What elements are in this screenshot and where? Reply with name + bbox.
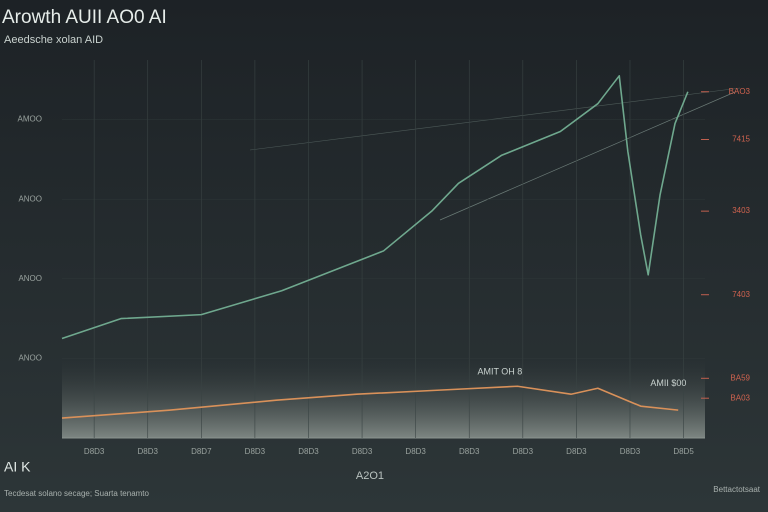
x-tick-label: D8D3	[138, 447, 159, 456]
y-tick-label: ANOO	[18, 194, 42, 203]
y-tick-label: ANOO	[18, 274, 42, 283]
series-line	[61, 75, 689, 340]
trend-line	[249, 87, 741, 151]
series-line	[61, 385, 679, 419]
x-tick-label: D8D3	[459, 447, 480, 456]
y2-tick-label: 7415	[732, 135, 750, 144]
chart-title: Arowth AUII AO0 AI	[2, 7, 167, 28]
series-label: AMII $00	[650, 378, 686, 388]
x-tick-label: D8D3	[513, 447, 534, 456]
x-tick-label: D8D3	[405, 447, 426, 456]
chart-subtitle: Aeedsche xolan AID	[4, 34, 103, 46]
footer-title: AI K	[4, 459, 31, 475]
series-label: AMIT OH 8	[477, 367, 522, 377]
x-tick-label: D8D3	[245, 447, 266, 456]
x-tick-label: D8D7	[191, 447, 212, 456]
x-axis-label: A2O1	[356, 470, 384, 482]
y2-tick-label: BAO3	[729, 87, 751, 96]
x-tick-label: D8D3	[620, 447, 641, 456]
y2-tick-label: BA59	[730, 373, 750, 382]
x-tick-label: D8D3	[84, 447, 105, 456]
footer-note: Tecdesat solano secage; Suarta tenamto	[4, 489, 150, 498]
x-tick-label: D8D3	[298, 447, 319, 456]
y2-tick-label: 7403	[732, 290, 750, 299]
trend-line	[439, 91, 736, 221]
y2-tick-label: 3403	[732, 206, 750, 215]
x-tick-label: D8D3	[566, 447, 587, 456]
footer-brand: Bettactotsaat	[713, 485, 760, 494]
y-tick-label: ANOO	[18, 354, 42, 363]
y2-tick-label: BA03	[730, 393, 750, 402]
x-tick-label: D8D5	[673, 447, 694, 456]
y-tick-label: AMOO	[18, 115, 42, 124]
x-tick-label: D8D3	[352, 447, 373, 456]
floor-shade	[62, 360, 705, 438]
